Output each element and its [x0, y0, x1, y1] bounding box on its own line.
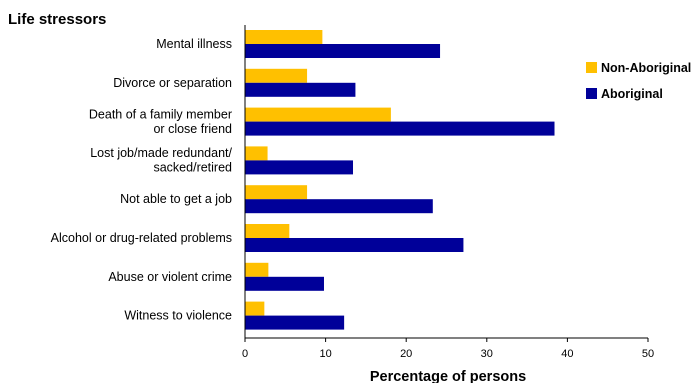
x-tick-label-2: 20 [400, 348, 412, 360]
category-label-2-1: or close friend [153, 122, 232, 136]
category-label-6-0: Abuse or violent crime [108, 270, 232, 284]
legend-label-0: Non-Aboriginal [601, 61, 691, 75]
bar-aboriginal-4 [245, 199, 433, 214]
category-label-3-1: sacked/retired [153, 161, 232, 175]
bars-group [245, 30, 555, 330]
bar-non-aboriginal-0 [245, 30, 323, 44]
bar-aboriginal-0 [245, 44, 441, 58]
chart-title: Life stressors [8, 11, 106, 28]
x-axis-label: Percentage of persons [370, 369, 526, 383]
bar-non-aboriginal-3 [245, 146, 268, 161]
category-label-3-0: Lost job/made redundant/ [90, 146, 232, 160]
x-tick-label-4: 40 [561, 348, 573, 360]
x-tick-label-0: 0 [242, 348, 248, 360]
category-label-0-0: Mental illness [156, 37, 232, 51]
category-label-7-0: Witness to violence [124, 309, 232, 323]
category-label-4-0: Not able to get a job [120, 192, 232, 206]
bar-non-aboriginal-7 [245, 301, 265, 316]
bar-non-aboriginal-2 [245, 107, 391, 122]
legend-label-1: Aboriginal [601, 87, 663, 101]
x-tick-label-3: 30 [481, 348, 493, 360]
bar-aboriginal-2 [245, 121, 555, 136]
x-axis-ticks: 0 10 20 30 40 50 [242, 338, 654, 360]
legend-swatch-0 [586, 62, 597, 73]
legend-swatch-1 [586, 88, 597, 99]
x-tick-label-5: 50 [642, 348, 654, 360]
bar-non-aboriginal-6 [245, 262, 269, 277]
bar-non-aboriginal-5 [245, 224, 290, 238]
bar-aboriginal-6 [245, 276, 324, 291]
category-label-5-0: Alcohol or drug-related problems [51, 231, 232, 245]
category-label-1-0: Divorce or separation [113, 76, 232, 90]
bar-aboriginal-5 [245, 238, 464, 252]
legend: Non-Aboriginal Aboriginal [586, 61, 691, 101]
x-tick-label-1: 10 [319, 348, 331, 360]
bar-aboriginal-7 [245, 315, 345, 330]
bar-non-aboriginal-1 [245, 68, 308, 83]
bar-aboriginal-1 [245, 82, 356, 97]
category-labels: Mental illness Divorce or separation Death… [51, 37, 233, 323]
category-label-2-0: Death of a family member [89, 107, 232, 121]
bar-non-aboriginal-4 [245, 185, 308, 200]
bar-aboriginal-3 [245, 160, 354, 175]
